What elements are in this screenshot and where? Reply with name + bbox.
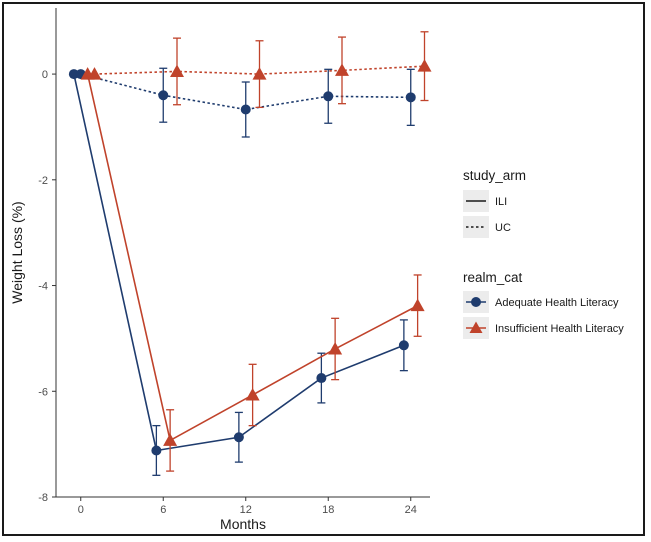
legend-adequate-label: Adequate Health Literacy [495,297,619,309]
legend-study-arm-title: study_arm [463,168,526,183]
data-point [252,67,267,80]
data-point [417,59,432,72]
y-tick-label: -8 [38,492,48,504]
legend-insufficient-marker [469,321,483,333]
legend-realm-cat-title: realm_cat [463,270,523,285]
data-point [87,67,102,80]
series-line [80,73,411,111]
data-point [323,91,334,102]
data-point [68,69,79,80]
y-tick-label: -2 [38,175,48,187]
data-point [405,92,416,103]
legend-insufficient-label: Insufficient Health Literacy [495,323,624,335]
y-axis-title: Weight Loss (%) [9,201,25,303]
series-layer [68,31,432,476]
legend-realm-cat: realm_cat Adequate Health Literacy Insuf… [463,270,624,339]
figure-frame [2,2,645,536]
x-tick-label: 12 [240,504,252,516]
y-tick-label: 0 [42,69,48,81]
data-point [158,90,169,101]
series-line [73,73,405,452]
data-point [245,387,260,401]
data-point [170,64,184,77]
axes: 0 -2 -4 -6 -8 0 6 12 18 24 [38,8,430,516]
data-point [151,445,162,456]
legend-ili-label: ILI [495,196,507,208]
data-point [240,104,251,115]
legend-study-arm: study_arm ILI UC [463,168,526,238]
data-point [163,433,178,446]
data-point [328,341,343,355]
x-tick-label: 0 [78,504,84,516]
legend-adequate-marker [471,297,481,307]
data-point [335,63,349,76]
x-tick-label: 18 [322,504,334,516]
x-axis-title: Months [220,516,266,532]
y-tick-label: -6 [38,386,48,398]
data-point [316,373,327,384]
legend-uc-label: UC [495,222,511,234]
series-2 [80,67,425,472]
y-tick-label: -4 [38,281,48,293]
series-1 [75,67,416,138]
data-point [398,340,409,351]
series-3 [87,31,432,109]
x-tick-label: 24 [405,504,417,516]
x-tick-label: 6 [160,504,166,516]
data-point [233,432,244,443]
series-0 [68,69,409,476]
data-point [410,298,425,312]
